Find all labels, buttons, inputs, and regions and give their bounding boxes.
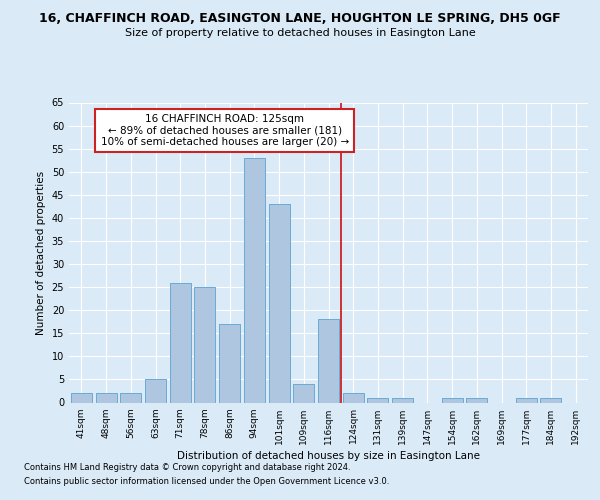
Bar: [194, 287, 215, 403]
Bar: [71, 394, 92, 402]
Bar: [120, 394, 141, 402]
Bar: [343, 394, 364, 402]
Text: 16 CHAFFINCH ROAD: 125sqm
← 89% of detached houses are smaller (181)
10% of semi: 16 CHAFFINCH ROAD: 125sqm ← 89% of detac…: [101, 114, 349, 147]
Bar: [269, 204, 290, 402]
Y-axis label: Number of detached properties: Number of detached properties: [36, 170, 46, 334]
Bar: [95, 394, 116, 402]
Text: Contains public sector information licensed under the Open Government Licence v3: Contains public sector information licen…: [24, 477, 389, 486]
Bar: [244, 158, 265, 402]
Bar: [541, 398, 562, 402]
Bar: [516, 398, 537, 402]
Bar: [466, 398, 487, 402]
Text: Contains HM Land Registry data © Crown copyright and database right 2024.: Contains HM Land Registry data © Crown c…: [24, 464, 350, 472]
X-axis label: Distribution of detached houses by size in Easington Lane: Distribution of detached houses by size …: [177, 450, 480, 460]
Bar: [219, 324, 240, 402]
Bar: [367, 398, 388, 402]
Text: 16, CHAFFINCH ROAD, EASINGTON LANE, HOUGHTON LE SPRING, DH5 0GF: 16, CHAFFINCH ROAD, EASINGTON LANE, HOUG…: [39, 12, 561, 26]
Bar: [392, 398, 413, 402]
Bar: [442, 398, 463, 402]
Bar: [318, 320, 339, 402]
Bar: [170, 282, 191, 403]
Text: Size of property relative to detached houses in Easington Lane: Size of property relative to detached ho…: [125, 28, 475, 38]
Bar: [145, 380, 166, 402]
Bar: [293, 384, 314, 402]
